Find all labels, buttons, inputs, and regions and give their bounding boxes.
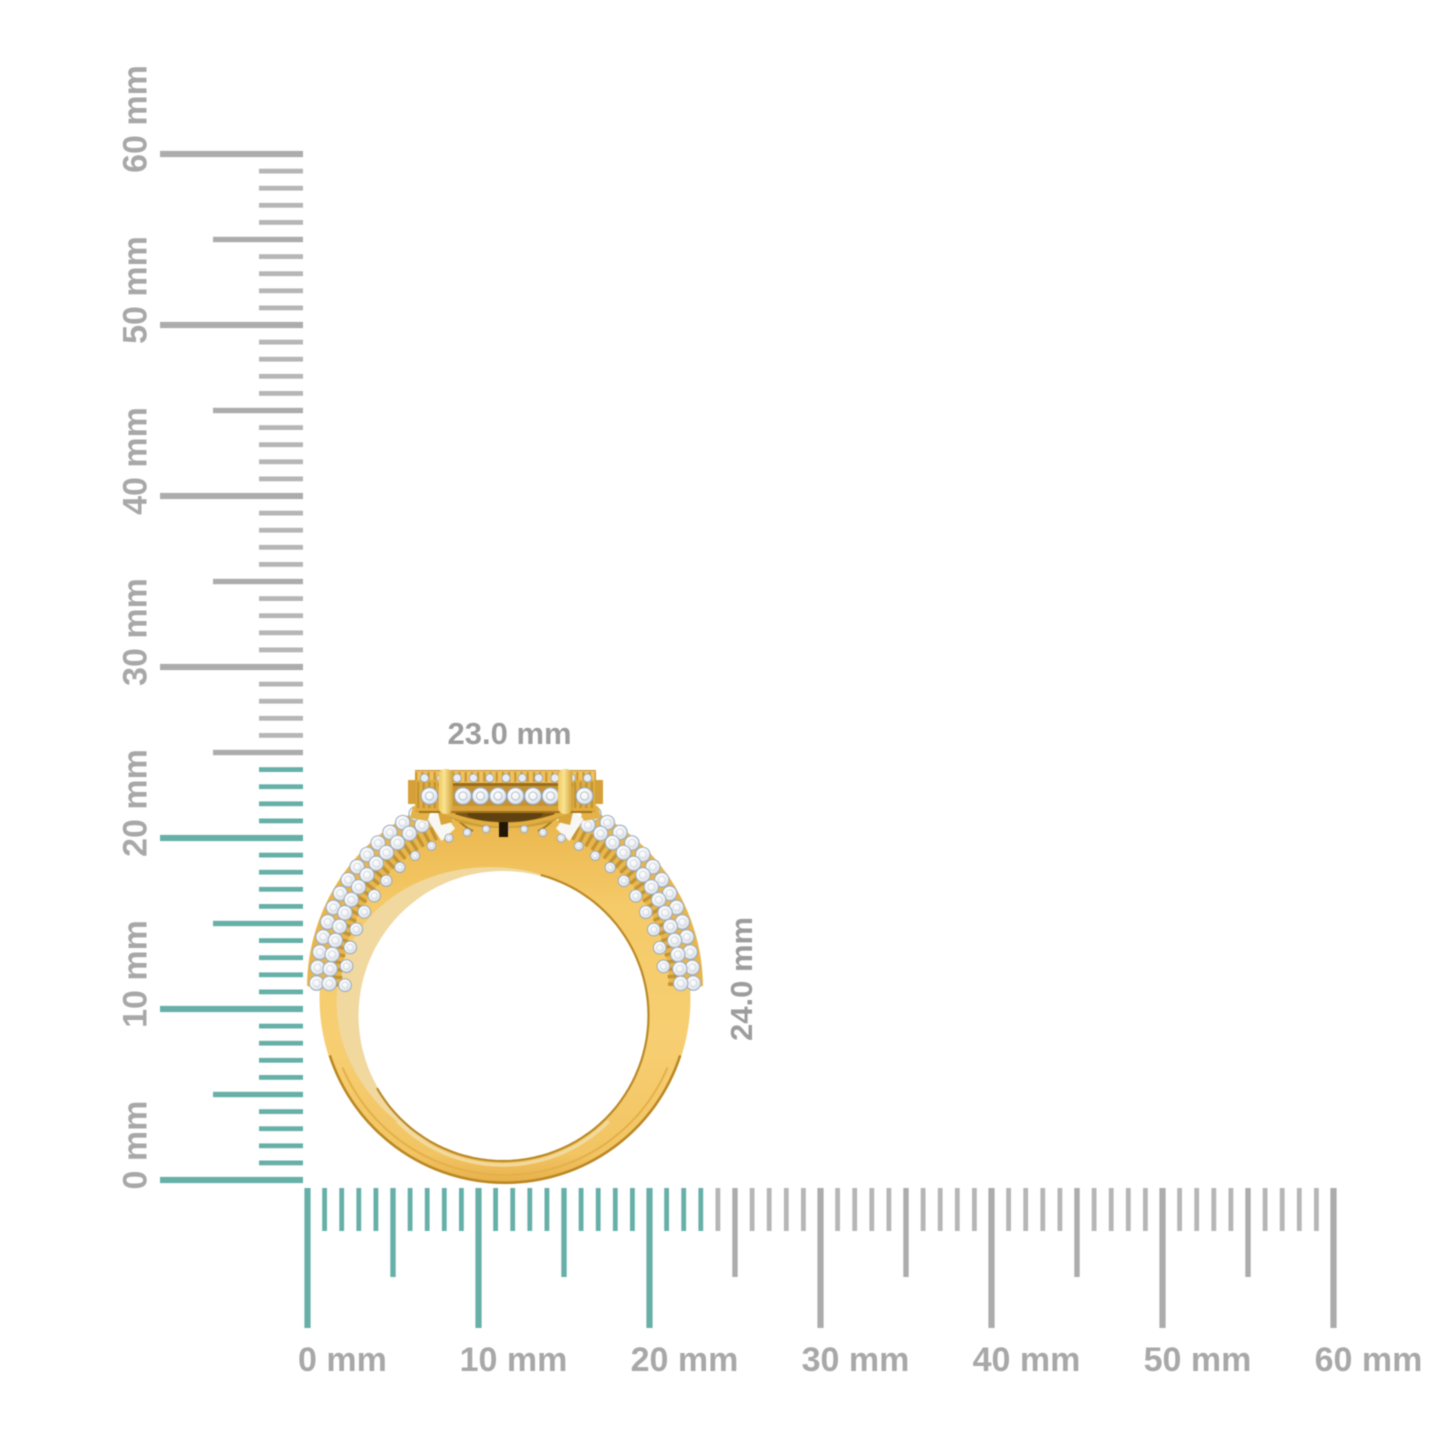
svg-text:0 mm: 0 mm [298, 1341, 387, 1379]
svg-text:30 mm: 30 mm [802, 1341, 910, 1379]
svg-text:60 mm: 60 mm [1315, 1341, 1423, 1379]
svg-text:20 mm: 20 mm [117, 749, 155, 857]
svg-text:60 mm: 60 mm [117, 65, 155, 173]
svg-text:10 mm: 10 mm [460, 1341, 568, 1379]
svg-text:0 mm: 0 mm [117, 1101, 155, 1190]
svg-text:10 mm: 10 mm [117, 920, 155, 1028]
svg-text:30 mm: 30 mm [117, 578, 155, 686]
svg-text:20 mm: 20 mm [631, 1341, 739, 1379]
svg-text:40 mm: 40 mm [117, 407, 155, 515]
svg-text:24.0 mm: 24.0 mm [724, 917, 759, 1041]
svg-text:40 mm: 40 mm [973, 1341, 1081, 1379]
svg-text:50 mm: 50 mm [117, 236, 155, 344]
svg-text:23.0 mm: 23.0 mm [448, 716, 572, 751]
svg-text:50 mm: 50 mm [1144, 1341, 1252, 1379]
